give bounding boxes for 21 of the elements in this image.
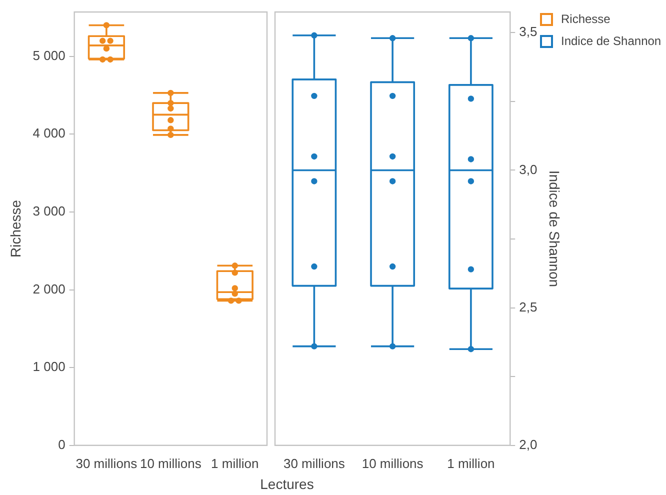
y-tick-label: 3 000: [32, 204, 66, 219]
y-tick-label: 4 000: [32, 126, 66, 141]
x-tick-label: 1 million: [211, 456, 259, 471]
y2-tick-label: 2,5: [519, 299, 538, 314]
x-tick-label: 30 millions: [76, 456, 138, 471]
y-tick-label: 0: [58, 436, 66, 452]
x-tick-label: 30 millions: [283, 456, 346, 471]
y-tick-label: 5 000: [32, 48, 66, 63]
x-tick-label: 10 millions: [362, 456, 424, 471]
x-axis-title: Lectures: [259, 476, 315, 492]
y2-tick-label: 3,5: [519, 24, 538, 40]
y-axis-title: Richesse: [7, 200, 24, 258]
y2-axis-title: Indice de Shannon: [546, 170, 563, 288]
x-tick-label: 1 million: [447, 456, 495, 471]
y-tick-label: 2 000: [32, 281, 66, 296]
y-tick-label: 1 000: [32, 359, 66, 374]
y2-tick-label: 3,0: [519, 162, 538, 177]
x-tick-label: 10 millions: [140, 456, 202, 471]
y2-tick-label: 2,0: [519, 436, 538, 452]
legend-label: Indice de Shannon: [561, 34, 662, 48]
legend-label: Richesse: [561, 12, 610, 26]
